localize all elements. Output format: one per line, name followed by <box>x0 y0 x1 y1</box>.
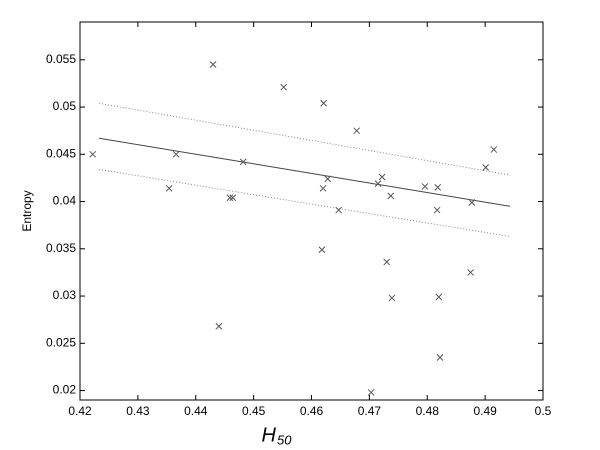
marker <box>335 206 343 214</box>
confidence-band <box>99 102 511 176</box>
y-tick-label: 0.03 <box>53 288 77 302</box>
marker <box>320 99 328 107</box>
y-tick-label: 0.035 <box>46 241 76 255</box>
x-tick-label: 0.49 <box>473 404 497 418</box>
marker <box>165 184 173 192</box>
x-axis-label: H <box>262 424 277 446</box>
marker <box>319 184 327 192</box>
marker <box>387 192 395 200</box>
marker <box>353 127 360 135</box>
x-tick-label: 0.5 <box>535 404 552 418</box>
marker <box>482 164 490 171</box>
marker <box>421 183 429 190</box>
marker <box>172 150 180 158</box>
y-tick-label: 0.055 <box>46 52 76 66</box>
marker <box>434 184 442 191</box>
x-tick-label: 0.45 <box>242 404 266 418</box>
x-tick-label: 0.46 <box>300 404 324 418</box>
y-tick-label: 0.05 <box>53 99 77 113</box>
x-tick-label: 0.48 <box>416 404 440 418</box>
marker <box>209 61 217 68</box>
y-tick-label: 0.02 <box>53 383 77 397</box>
plot-frame <box>79 21 544 401</box>
marker <box>215 322 223 330</box>
x-tick-label: 0.44 <box>184 404 208 418</box>
x-tick-label: 0.43 <box>126 404 150 418</box>
marker <box>226 194 234 202</box>
marker <box>367 389 375 396</box>
marker <box>374 180 382 187</box>
marker <box>229 194 237 202</box>
marker <box>280 83 288 91</box>
marker <box>324 175 332 183</box>
y-tick-label: 0.045 <box>46 146 76 160</box>
marker <box>467 269 475 276</box>
marker <box>436 354 444 361</box>
x-tick-label: 0.47 <box>358 404 382 418</box>
y-tick-label: 0.025 <box>46 335 76 349</box>
y-tick-label: 0.04 <box>53 194 77 208</box>
x-axis-label-subscript: 50 <box>277 432 292 447</box>
marker <box>239 158 247 166</box>
marker <box>388 294 396 302</box>
confidence-band <box>99 168 511 238</box>
marker <box>433 206 441 214</box>
marker <box>383 258 391 266</box>
marker <box>468 199 476 206</box>
marker <box>318 246 326 254</box>
marker <box>378 173 386 181</box>
y-axis-label: Entropy <box>20 190 34 231</box>
marker <box>490 146 498 153</box>
x-tick-label: 0.42 <box>68 404 92 418</box>
fit-line <box>99 137 511 207</box>
marker <box>89 150 97 158</box>
marker <box>435 293 443 301</box>
